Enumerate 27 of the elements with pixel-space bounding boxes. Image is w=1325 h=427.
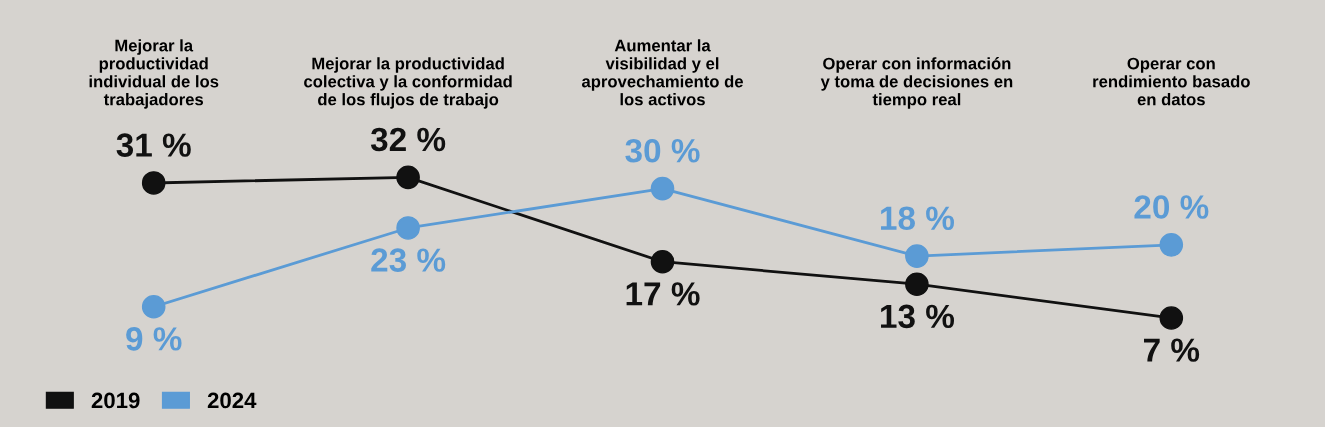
x-tick-label: Mejorar la productividad colectiva y la conformidad de los flujos de trabajo [304, 57, 512, 109]
data-label: 9 % [126, 327, 182, 351]
point [905, 244, 929, 268]
x-tick-label: Operar con rendimiento basado en datos [1093, 57, 1250, 106]
data-label: 32 % [370, 127, 446, 152]
point [141, 294, 166, 319]
data-label: 17 % [626, 282, 700, 306]
data-label: 18 % [881, 206, 955, 231]
point [1159, 233, 1184, 257]
data-label: 23 % [371, 248, 446, 272]
point [650, 176, 675, 201]
data-label: 7 % [1144, 338, 1200, 362]
data-label: 20 % [1134, 195, 1209, 219]
data-label: 30 % [625, 138, 700, 163]
x-tick-label: Aumentar la visibilidad y el aprovechamiento de los activos [581, 39, 743, 106]
point [1159, 306, 1184, 330]
point [650, 249, 675, 274]
legend-label: 2024 [207, 392, 257, 409]
x-tick-label: Operar con información y toma de decisiones en tiempo real [820, 57, 1013, 109]
data-label: 13 % [881, 304, 955, 329]
data-label: 31 % [116, 133, 191, 157]
point [396, 216, 420, 240]
point [141, 171, 166, 195]
x-tick-label: Mejorar la productividad individual de los trabajadores [89, 39, 219, 109]
point [905, 272, 929, 297]
point [396, 165, 420, 190]
legend-label: 2019 [91, 392, 140, 409]
